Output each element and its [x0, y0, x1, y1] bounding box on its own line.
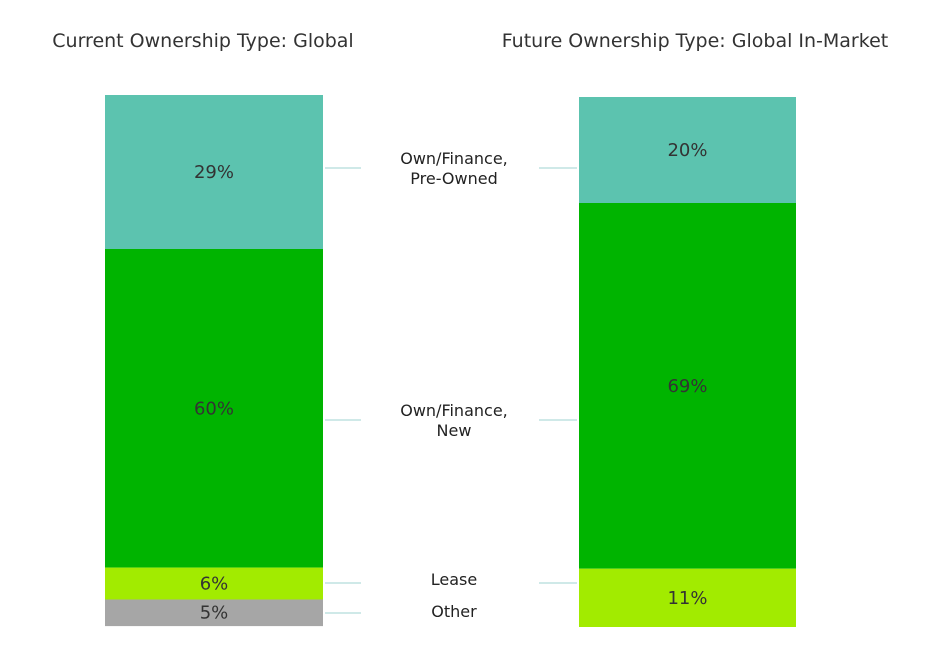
category-label-2: Own/Finance, New — [400, 401, 508, 440]
chart-title-future: Future Ownership Type: Global In-Market — [502, 30, 888, 52]
data-label-chart1-4: 5% — [200, 603, 229, 624]
data-label-chart2-3: 11% — [667, 588, 707, 609]
data-label-chart2-2: 69% — [667, 376, 707, 397]
bar-segment-chart1-1 — [105, 95, 323, 249]
bar-segment-chart1-3 — [105, 567, 323, 600]
bar-segment-chart2-3 — [579, 568, 796, 627]
bar-segment-chart2-2 — [579, 203, 796, 569]
bar-segment-chart2-1 — [579, 97, 796, 203]
category-label-1: Own/Finance, Pre-Owned — [400, 149, 508, 188]
data-label-chart1-1: 29% — [194, 162, 234, 183]
data-label-chart1-3: 6% — [200, 574, 229, 595]
bar-segment-chart1-2 — [105, 249, 323, 568]
data-label-chart2-1: 20% — [667, 140, 707, 161]
bar-segment-chart1-4 — [105, 599, 323, 627]
category-label-4: Other — [431, 602, 477, 621]
chart-title-current: Current Ownership Type: Global — [52, 30, 353, 52]
category-label-3: Lease — [431, 570, 477, 589]
data-label-chart1-2: 60% — [194, 398, 234, 419]
